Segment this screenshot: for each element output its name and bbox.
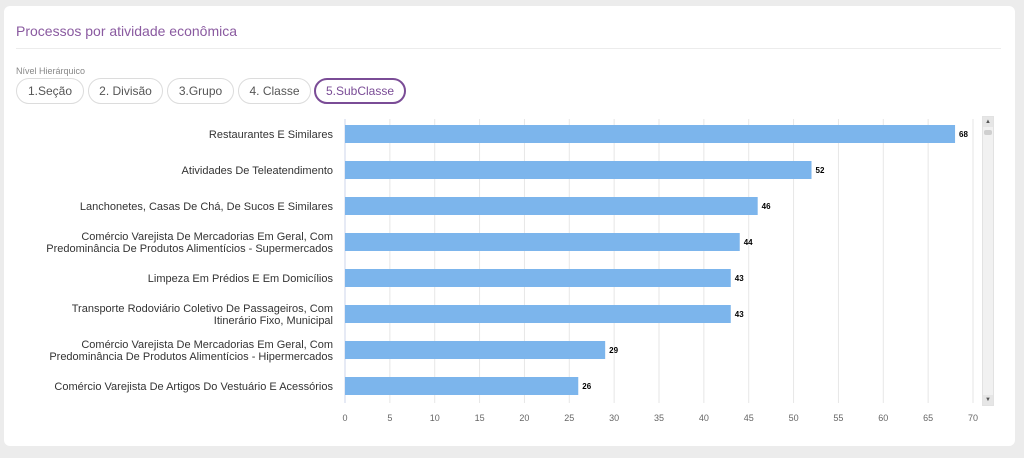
category-label: Restaurantes E Similares [209,129,334,141]
bar[interactable] [345,197,758,215]
x-tick-label: 5 [387,413,392,423]
x-tick-label: 15 [475,413,485,423]
tab-divisao[interactable]: 2. Divisão [88,78,163,104]
x-tick-label: 40 [699,413,709,423]
tab-secao[interactable]: 1.Seção [16,78,84,104]
category-label: Lanchonetes, Casas De Chá, De Sucos E Si… [80,201,334,213]
chart-data-labels: 68 52 46 44 43 43 29 26 [582,130,968,391]
x-tick-label: 60 [878,413,888,423]
chart-scrollbar[interactable]: ▲ ▼ [982,116,994,406]
x-tick-label: 65 [923,413,933,423]
scroll-up-arrow-icon[interactable]: ▲ [983,117,993,127]
bar[interactable] [345,341,606,359]
x-tick-label: 70 [968,413,978,423]
tab-subclasse[interactable]: 5.SubClasse [314,78,406,104]
data-label: 68 [959,130,968,139]
chart-panel: Processos por atividade econômica Nível … [4,6,1015,446]
x-tick-label: 55 [833,413,843,423]
category-label: Transporte Rodoviário Coletivo De Passag… [72,303,333,327]
category-label: Comércio Varejista De Mercadorias Em Ger… [49,339,333,363]
hierarchy-level-label: Nível Hierárquico [16,66,86,76]
bar[interactable] [345,269,731,287]
data-label: 43 [735,310,744,319]
category-label: Comércio Varejista De Mercadorias Em Ger… [46,231,333,255]
x-tick-label: 0 [342,413,347,423]
x-tick-label: 50 [789,413,799,423]
chart-category-labels: Restaurantes E Similares Atividades De Te… [46,129,333,393]
data-label: 29 [609,346,618,355]
category-label: Atividades De Teleatendimento [182,165,333,177]
bar[interactable] [345,377,579,395]
x-tick-label: 45 [744,413,754,423]
data-label: 52 [816,166,825,175]
title-divider [16,48,1001,49]
x-tick-label: 30 [609,413,619,423]
chart-bars [345,125,956,395]
category-label: Limpeza Em Prédios E Em Domicílios [148,273,334,285]
bar[interactable] [345,125,956,143]
chart-x-tick-labels: 0 5 10 15 20 25 30 35 40 45 50 55 60 65 70 [342,413,978,423]
x-tick-label: 35 [654,413,664,423]
data-label: 44 [744,238,753,247]
category-label: Comércio Varejista De Artigos Do Vestuár… [54,381,333,393]
data-label: 26 [582,382,591,391]
scrollbar-thumb[interactable] [984,130,992,135]
data-label: 46 [762,202,771,211]
bar[interactable] [345,161,812,179]
x-tick-label: 10 [430,413,440,423]
x-tick-label: 20 [519,413,529,423]
panel-title: Processos por atividade econômica [16,23,238,39]
x-tick-label: 25 [564,413,574,423]
tab-classe[interactable]: 4. Classe [238,78,311,104]
scroll-down-arrow-icon[interactable]: ▼ [983,395,993,405]
bar-chart: Restaurantes E Similares Atividades De Te… [46,119,978,423]
bar[interactable] [345,305,731,323]
data-label: 43 [735,274,744,283]
tab-grupo[interactable]: 3.Grupo [167,78,234,104]
bar[interactable] [345,233,740,251]
